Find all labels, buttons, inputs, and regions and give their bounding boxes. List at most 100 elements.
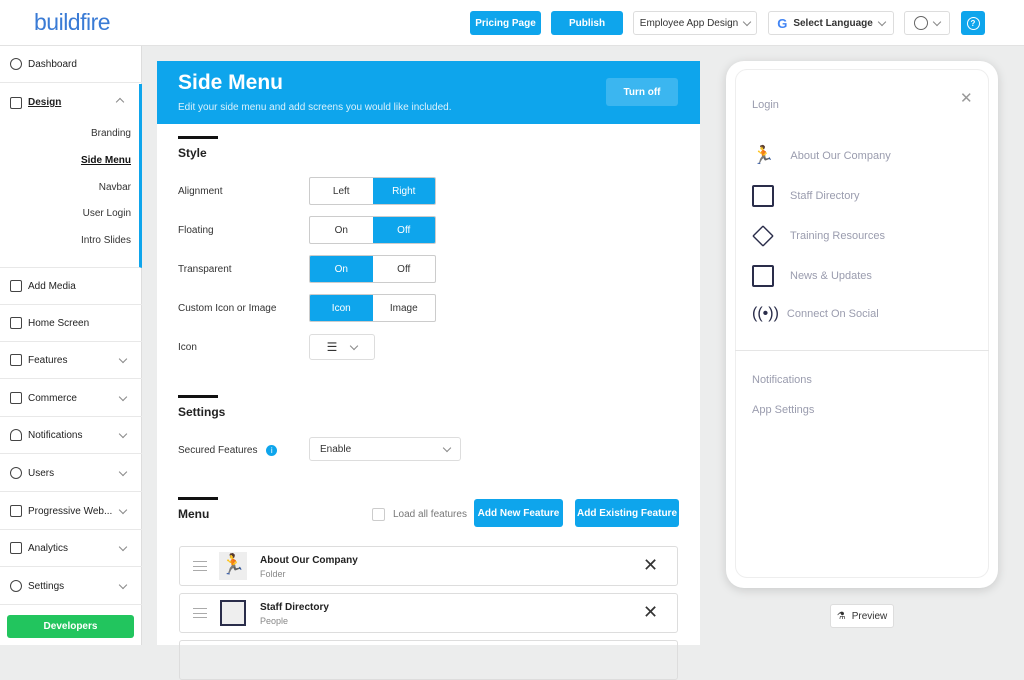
sub-side-menu[interactable]: Side Menu bbox=[80, 155, 131, 166]
item-label: Connect On Social bbox=[786, 308, 879, 320]
drag-handle-icon[interactable] bbox=[193, 608, 207, 618]
chevron-down-icon bbox=[742, 17, 752, 26]
sub-navbar[interactable]: Navbar bbox=[98, 182, 131, 193]
preview-menu-item[interactable]: Training Resources bbox=[752, 225, 885, 247]
sidebar-item-settings[interactable]: Settings bbox=[0, 568, 142, 605]
drag-handle-icon[interactable] bbox=[193, 561, 207, 571]
chevron-down-icon bbox=[932, 17, 942, 26]
option-image[interactable]: Image bbox=[389, 302, 418, 314]
icon-label: Icon bbox=[178, 342, 197, 353]
sub-intro-slides[interactable]: Intro Slides bbox=[80, 235, 131, 246]
language-select[interactable]: G Select Language bbox=[768, 11, 894, 35]
custom-icon-label: Custom Icon or Image bbox=[178, 303, 277, 314]
option-right[interactable]: Right bbox=[372, 178, 435, 204]
buildfire-logo[interactable]: buildfire bbox=[34, 9, 111, 35]
publish-button[interactable]: Publish bbox=[551, 11, 623, 35]
chevron-down-icon bbox=[118, 467, 128, 476]
item-label: Staff Directory bbox=[790, 190, 860, 202]
menu-row[interactable] bbox=[179, 640, 678, 680]
sidebar-item-dashboard[interactable]: Dashboard bbox=[0, 46, 142, 83]
row-title: Staff Directory bbox=[260, 602, 329, 613]
close-icon[interactable]: ✕ bbox=[960, 90, 973, 107]
news-icon bbox=[752, 265, 774, 287]
help-button[interactable]: ? bbox=[961, 11, 985, 35]
sidebar-item-label: Home Screen bbox=[28, 317, 90, 329]
app-select-dropdown[interactable]: Employee App Design bbox=[633, 11, 757, 35]
sidebar-item-label: Settings bbox=[28, 580, 65, 592]
secured-features-select[interactable]: Enable bbox=[309, 437, 461, 461]
page-subtitle: Edit your side menu and add screens you … bbox=[178, 102, 452, 113]
option-on[interactable]: On bbox=[334, 224, 348, 236]
app-settings-link[interactable]: App Settings bbox=[752, 404, 815, 416]
menu-row[interactable]: Staff Directory People ✕ bbox=[179, 593, 678, 633]
row-title: About Our Company bbox=[260, 555, 358, 566]
divider bbox=[735, 350, 989, 351]
preview-menu-item[interactable]: News & Updates bbox=[752, 265, 872, 287]
sidebar-item-features[interactable]: Features bbox=[0, 342, 142, 379]
close-icon[interactable]: ✕ bbox=[643, 555, 659, 575]
language-label: Select Language bbox=[793, 17, 873, 29]
sidebar-item-design[interactable]: Design Branding Side Menu Navbar User Lo… bbox=[0, 84, 142, 268]
sidebar-item-pwa[interactable]: Progressive Web... bbox=[0, 493, 142, 530]
option-on[interactable]: On bbox=[310, 256, 373, 282]
divider bbox=[178, 136, 218, 139]
chevron-down-icon bbox=[118, 354, 128, 363]
sidebar-item-commerce[interactable]: Commerce bbox=[0, 380, 142, 417]
info-icon[interactable]: i bbox=[266, 445, 278, 456]
transparent-toggle[interactable]: On Off bbox=[309, 255, 436, 283]
sub-branding[interactable]: Branding bbox=[90, 128, 131, 139]
turn-off-button[interactable]: Turn off bbox=[606, 78, 678, 106]
pricing-page-button[interactable]: Pricing Page bbox=[470, 11, 541, 35]
gear-icon bbox=[10, 580, 22, 592]
chevron-down-icon bbox=[118, 392, 128, 401]
account-menu[interactable] bbox=[904, 11, 950, 35]
sidebar-item-analytics[interactable]: Analytics bbox=[0, 530, 142, 567]
login-link[interactable]: Login bbox=[752, 99, 779, 111]
sidebar-item-notifications[interactable]: Notifications bbox=[0, 417, 142, 454]
menu-row[interactable]: 🏃 About Our Company Folder ✕ bbox=[179, 546, 678, 586]
item-label: News & Updates bbox=[790, 270, 872, 282]
chevron-down-icon bbox=[118, 542, 128, 551]
developers-button[interactable]: Developers bbox=[7, 615, 134, 638]
laptop-icon bbox=[10, 505, 22, 517]
flask-icon: ⚗ bbox=[836, 610, 846, 622]
divider bbox=[178, 395, 218, 398]
chevron-down-icon bbox=[118, 429, 128, 438]
sidebar-item-users[interactable]: Users bbox=[0, 455, 142, 492]
option-off[interactable]: Off bbox=[397, 263, 411, 275]
option-left[interactable]: Left bbox=[332, 185, 350, 197]
running-person-icon: 🏃 bbox=[219, 552, 247, 580]
chevron-down-icon bbox=[442, 443, 452, 452]
preview-menu-item[interactable]: ((•)) Connect On Social bbox=[752, 305, 879, 323]
load-all-checkbox[interactable] bbox=[372, 508, 385, 521]
option-icon[interactable]: Icon bbox=[310, 295, 373, 321]
sidebar-item-add-media[interactable]: Add Media bbox=[0, 268, 142, 305]
preview-menu-item[interactable]: 🏃 About Our Company bbox=[752, 145, 891, 166]
alignment-toggle[interactable]: Left Right bbox=[309, 177, 436, 205]
floating-label: Floating bbox=[178, 225, 214, 236]
menu-heading: Menu bbox=[178, 507, 210, 521]
close-icon[interactable]: ✕ bbox=[643, 602, 659, 622]
sidebar: Dashboard Design Branding Side Menu Navb… bbox=[0, 46, 142, 645]
sidebar-item-home-screen[interactable]: Home Screen bbox=[0, 305, 142, 342]
sidebar-item-label: Commerce bbox=[28, 392, 77, 404]
directory-icon bbox=[220, 600, 246, 626]
floating-toggle[interactable]: On Off bbox=[309, 216, 436, 244]
icon-select[interactable]: ☰ bbox=[309, 334, 375, 360]
dashboard-icon bbox=[10, 58, 22, 70]
add-new-feature-button[interactable]: Add New Feature bbox=[474, 499, 563, 527]
preview-button[interactable]: ⚗ Preview bbox=[830, 604, 894, 628]
preview-menu-item[interactable]: Staff Directory bbox=[752, 185, 860, 207]
secured-value: Enable bbox=[320, 443, 352, 455]
sub-user-login[interactable]: User Login bbox=[82, 208, 131, 219]
sidebar-item-label: Design bbox=[28, 97, 62, 108]
sidebar-item-label: Users bbox=[28, 467, 55, 479]
option-off[interactable]: Off bbox=[372, 217, 435, 243]
row-subtitle: Folder bbox=[260, 569, 286, 579]
custom-icon-toggle[interactable]: Icon Image bbox=[309, 294, 436, 322]
app-select-label: Employee App Design bbox=[639, 17, 739, 29]
sidebar-item-label: Dashboard bbox=[28, 58, 77, 70]
notifications-link[interactable]: Notifications bbox=[752, 374, 812, 386]
alignment-label: Alignment bbox=[178, 186, 223, 197]
add-existing-feature-button[interactable]: Add Existing Feature bbox=[575, 499, 679, 527]
